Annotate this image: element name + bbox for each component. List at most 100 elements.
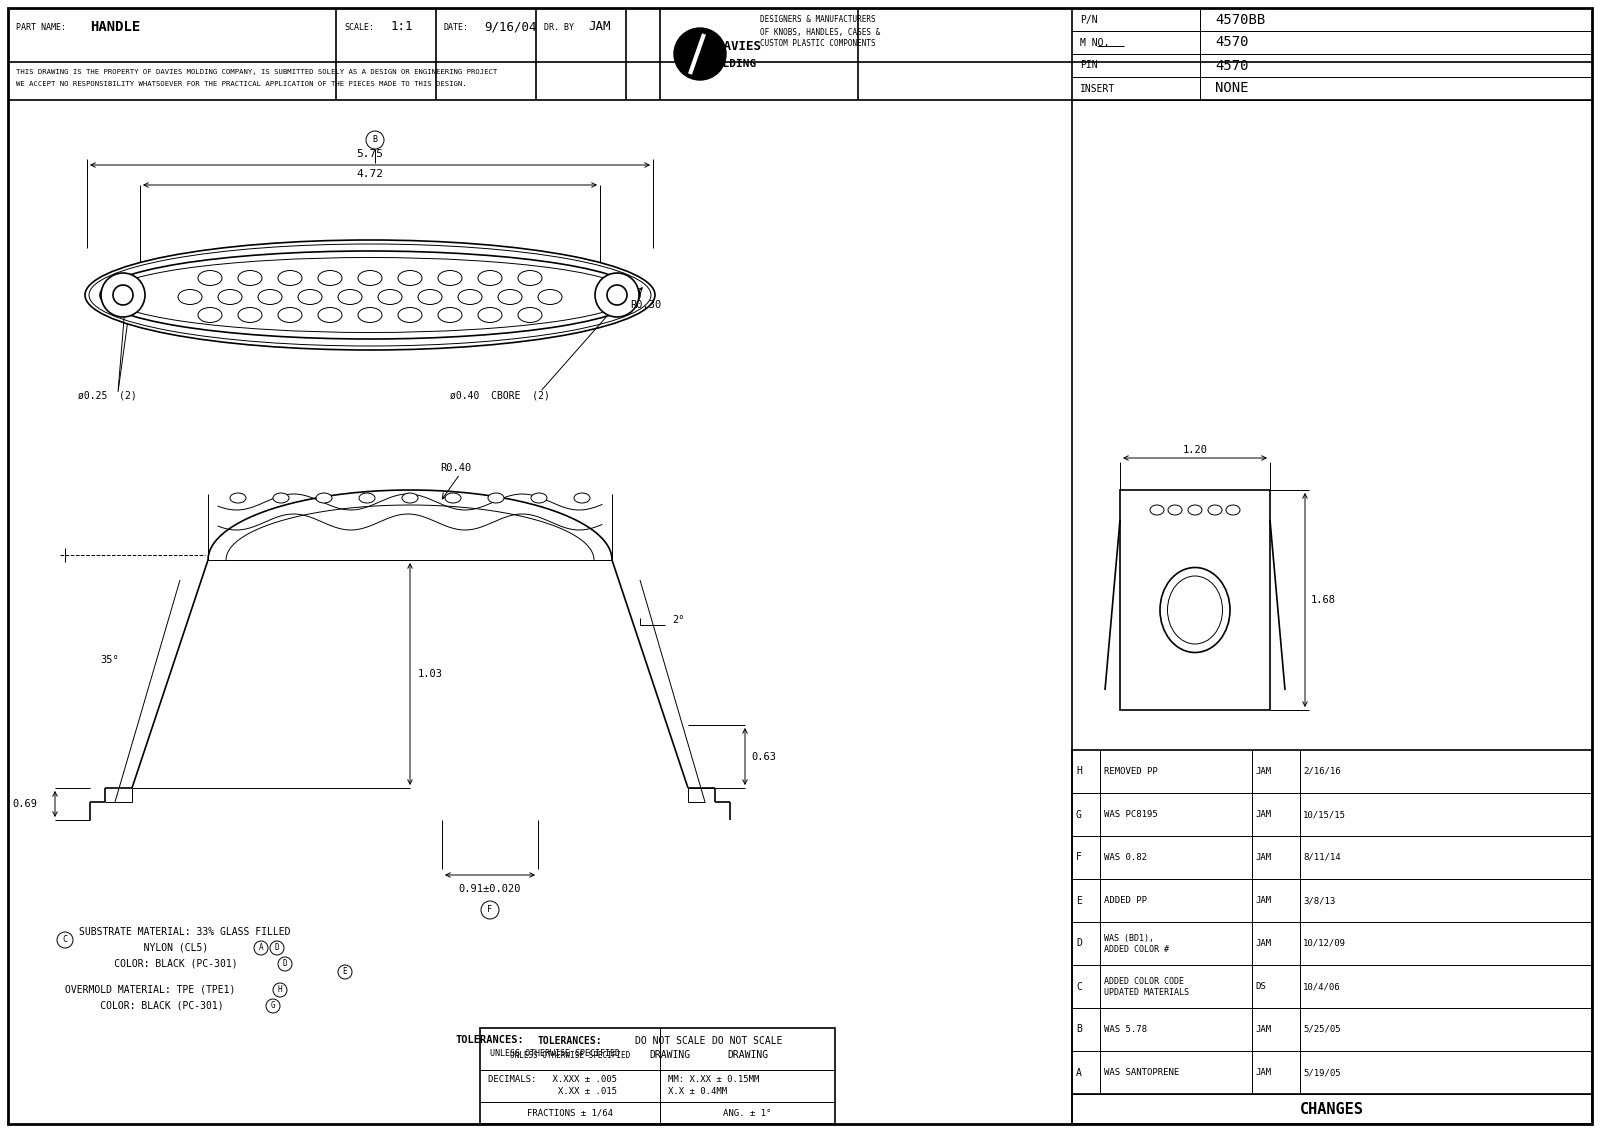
Circle shape — [674, 28, 726, 80]
Ellipse shape — [238, 271, 262, 285]
Text: ADDED COLOR #: ADDED COLOR # — [1104, 945, 1170, 954]
Text: NONE: NONE — [1214, 82, 1248, 95]
Ellipse shape — [258, 290, 282, 305]
Text: F: F — [488, 906, 493, 915]
Ellipse shape — [402, 494, 418, 503]
Ellipse shape — [498, 290, 522, 305]
Text: JAM: JAM — [1254, 1067, 1270, 1077]
Ellipse shape — [298, 290, 322, 305]
Text: G: G — [1075, 809, 1082, 820]
Text: 4.72: 4.72 — [357, 169, 384, 179]
Circle shape — [482, 901, 499, 919]
Text: JAM: JAM — [1254, 854, 1270, 861]
Ellipse shape — [574, 494, 590, 503]
Ellipse shape — [178, 290, 202, 305]
Circle shape — [266, 1000, 280, 1013]
Circle shape — [278, 957, 291, 971]
Text: 5/19/05: 5/19/05 — [1302, 1067, 1341, 1077]
Text: ø0.40  CBORE  (2): ø0.40 CBORE (2) — [450, 391, 550, 400]
Ellipse shape — [85, 240, 654, 350]
Text: 3/8/13: 3/8/13 — [1302, 897, 1336, 904]
Text: MM: X.XX ± 0.15MM: MM: X.XX ± 0.15MM — [669, 1075, 760, 1084]
Text: 1:1: 1:1 — [390, 20, 413, 34]
Text: ANG. ± 1°: ANG. ± 1° — [723, 1108, 771, 1117]
Text: PART NAME:: PART NAME: — [16, 23, 66, 32]
Ellipse shape — [1187, 505, 1202, 515]
Text: E: E — [342, 968, 347, 977]
Text: DO NOT SCALE: DO NOT SCALE — [712, 1036, 782, 1046]
Ellipse shape — [1208, 505, 1222, 515]
Ellipse shape — [218, 290, 242, 305]
Text: A: A — [259, 943, 264, 952]
Text: REMOVED PP: REMOVED PP — [1104, 767, 1158, 777]
Text: DECIMALS:   X.XXX ± .005: DECIMALS: X.XXX ± .005 — [488, 1075, 618, 1084]
Ellipse shape — [358, 494, 374, 503]
Text: WAS (BD1),: WAS (BD1), — [1104, 934, 1154, 943]
Ellipse shape — [317, 494, 333, 503]
Ellipse shape — [398, 308, 422, 323]
Text: JAM: JAM — [1254, 811, 1270, 818]
Text: 4570BB: 4570BB — [1214, 12, 1266, 26]
Text: DR. BY: DR. BY — [544, 23, 574, 32]
Ellipse shape — [358, 308, 382, 323]
Text: X.XX ± .015: X.XX ± .015 — [488, 1088, 618, 1097]
Text: 5/25/05: 5/25/05 — [1302, 1024, 1341, 1034]
Circle shape — [366, 131, 384, 149]
Ellipse shape — [378, 290, 402, 305]
Text: B: B — [373, 136, 378, 145]
Ellipse shape — [518, 271, 542, 285]
Text: H: H — [278, 986, 282, 995]
Bar — [480, 1028, 835, 1124]
Text: 1.20: 1.20 — [1182, 445, 1208, 455]
Text: DO NOT SCALE: DO NOT SCALE — [635, 1036, 706, 1046]
Ellipse shape — [198, 308, 222, 323]
Text: 0.69: 0.69 — [13, 799, 37, 809]
Ellipse shape — [418, 290, 442, 305]
Ellipse shape — [358, 271, 382, 285]
Text: 9/16/04: 9/16/04 — [483, 20, 536, 34]
Text: ADDED PP: ADDED PP — [1104, 897, 1147, 904]
Text: 1.68: 1.68 — [1310, 595, 1336, 604]
Text: JAM: JAM — [1254, 767, 1270, 777]
Text: COLOR: BLACK (PC-301): COLOR: BLACK (PC-301) — [78, 959, 238, 969]
Text: 1.03: 1.03 — [418, 669, 443, 679]
Ellipse shape — [1160, 567, 1230, 652]
Ellipse shape — [238, 308, 262, 323]
Circle shape — [58, 932, 74, 947]
Text: UNLESS OTHERWISE SPECIFIED: UNLESS OTHERWISE SPECIFIED — [490, 1048, 621, 1057]
Text: F: F — [1075, 852, 1082, 863]
Ellipse shape — [538, 290, 562, 305]
Text: 10/15/15: 10/15/15 — [1302, 811, 1346, 818]
Text: WAS 0.82: WAS 0.82 — [1104, 854, 1147, 861]
Text: DESIGNERS & MANUFACTURERS: DESIGNERS & MANUFACTURERS — [760, 16, 875, 25]
Circle shape — [606, 285, 627, 305]
Text: PIN: PIN — [1080, 60, 1098, 70]
Text: ADDED COLOR CODE: ADDED COLOR CODE — [1104, 977, 1184, 986]
Ellipse shape — [274, 494, 290, 503]
Text: M NO.: M NO. — [1080, 37, 1109, 48]
Text: D: D — [283, 960, 288, 969]
Text: C: C — [1075, 981, 1082, 992]
Text: DAVIES: DAVIES — [717, 40, 762, 52]
Ellipse shape — [278, 271, 302, 285]
Ellipse shape — [1168, 505, 1182, 515]
Text: WAS SANTOPRENE: WAS SANTOPRENE — [1104, 1067, 1179, 1077]
Text: R0.40: R0.40 — [440, 463, 472, 473]
Text: D: D — [1075, 938, 1082, 949]
Ellipse shape — [1150, 505, 1165, 515]
Text: H: H — [1075, 766, 1082, 777]
Ellipse shape — [318, 308, 342, 323]
Text: SCALE:: SCALE: — [344, 23, 374, 32]
Text: UPDATED MATERIALS: UPDATED MATERIALS — [1104, 988, 1189, 997]
Text: WAS PC8195: WAS PC8195 — [1104, 811, 1158, 818]
Text: UNLESS OTHERWISE SPECIFIED: UNLESS OTHERWISE SPECIFIED — [510, 1050, 630, 1060]
Text: THIS DRAWING IS THE PROPERTY OF DAVIES MOLDING COMPANY, IS SUBMITTED SOLELY AS A: THIS DRAWING IS THE PROPERTY OF DAVIES M… — [16, 69, 498, 75]
Text: MOLDING: MOLDING — [710, 59, 757, 69]
Text: DRAWING: DRAWING — [650, 1050, 691, 1060]
Text: DATE:: DATE: — [445, 23, 469, 32]
Text: 4570: 4570 — [1214, 59, 1248, 72]
Text: R0.30: R0.30 — [630, 300, 661, 310]
Text: 8/11/14: 8/11/14 — [1302, 854, 1341, 861]
Text: C: C — [62, 935, 67, 944]
Ellipse shape — [518, 308, 542, 323]
